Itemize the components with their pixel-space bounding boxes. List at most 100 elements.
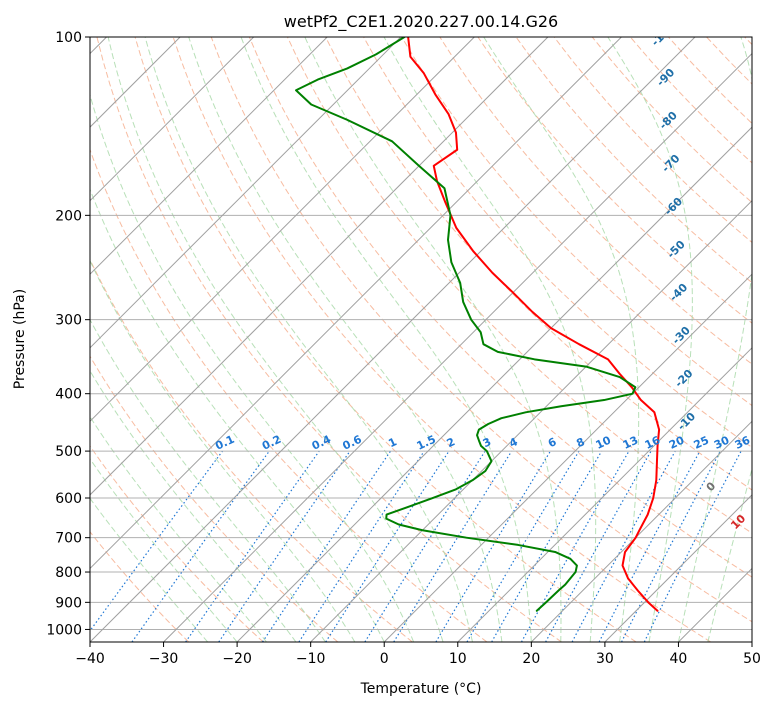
dry-adiabat-line <box>90 355 339 642</box>
mixing-ratio-label: 2 <box>445 435 457 450</box>
moist-adiabat-line <box>90 458 238 642</box>
mixing-ratio-label: 0.2 <box>260 433 283 453</box>
mixing-ratio-line <box>545 450 652 642</box>
moist-adiabat-line <box>483 37 640 642</box>
x-axis-label: Temperature (°C) <box>360 681 482 697</box>
dry-adiabats <box>90 37 752 642</box>
y-tick-label: 900 <box>55 595 82 611</box>
isotherm-line <box>457 347 752 642</box>
mixing-ratio-line <box>571 450 676 642</box>
isotherm-gridlines <box>90 37 752 642</box>
y-tick-label: 600 <box>55 491 82 507</box>
x-tick-label: 0 <box>380 651 389 667</box>
isotherm-line <box>90 37 255 202</box>
mixing-ratio-label: 1 <box>386 435 398 450</box>
moist-lapse-label: -50 <box>665 238 688 261</box>
moist-adiabat-line <box>240 37 532 642</box>
mixing-ratio-line <box>218 450 351 642</box>
mixing-ratio-label: 20 <box>667 433 687 451</box>
dry-adiabat-line <box>401 37 752 407</box>
dry-adiabat-line <box>706 37 752 85</box>
y-tick-label: 200 <box>55 208 82 224</box>
mixing-ratio-label: 16 <box>643 433 663 451</box>
dry-adiabat-line <box>439 37 752 365</box>
dry-adiabat-line <box>90 531 190 642</box>
moist-lapse-label: -20 <box>672 367 695 390</box>
x-tick-label: 30 <box>596 651 614 667</box>
isotherm-line <box>310 199 752 642</box>
x-tick-label: 20 <box>522 651 540 667</box>
dewpoint-series-line <box>295 37 637 612</box>
mixing-ratio-line <box>185 450 320 642</box>
y-axis-ticks: 100 200 300 400 500 600 700 800 900 1000 <box>46 30 90 638</box>
moist-lapse-label: -70 <box>659 152 682 175</box>
mixing-ratio-label: 30 <box>712 433 732 451</box>
moist-adiabat-line <box>90 415 267 642</box>
moist-adiabat-line <box>304 37 562 642</box>
mixing-ratio-label: 1.5 <box>415 433 438 453</box>
isotherm-line <box>530 420 752 642</box>
mixing-ratio-label: 8 <box>574 435 586 450</box>
dry-adiabat-line <box>96 37 562 642</box>
isotherm-line <box>90 37 696 642</box>
x-tick-label: 40 <box>670 651 688 667</box>
moist-lapse-label: -100 <box>649 20 678 49</box>
mixing-ratio-label: 4 <box>507 435 520 450</box>
mixing-ratio-line <box>131 450 270 642</box>
mixing-ratio-line <box>262 450 392 642</box>
profile-series <box>295 37 661 612</box>
moist-adiabat-line <box>107 37 444 642</box>
moist-lapse-label: -10 <box>675 410 698 433</box>
mixing-ratio-line <box>393 450 513 642</box>
mixing-ratio-line <box>435 450 552 642</box>
x-axis-ticks: −40 −30 −20 −10 0 10 20 30 40 50 <box>75 642 761 667</box>
mixing-ratio-label: 0.4 <box>310 433 333 453</box>
dry-adiabat-line <box>210 37 752 623</box>
moist-lapse-label: -40 <box>667 281 690 304</box>
y-axis-label: Pressure (hPa) <box>12 289 28 389</box>
dry-adiabat-line <box>90 148 488 642</box>
isotherm-line <box>751 641 752 642</box>
moist-adiabat-line <box>90 369 297 642</box>
moist-adiabat-line <box>144 37 473 642</box>
mixing-ratio-label: 10 <box>594 433 614 451</box>
dry-adiabat-line <box>629 37 752 164</box>
mixing-ratio-label: 0.6 <box>341 433 364 453</box>
mixing-ratio-line <box>90 450 224 632</box>
moist-lapse-label: -60 <box>662 195 685 218</box>
plot-area: 0.1 0.2 0.4 0.6 1 1.5 2 3 4 6 8 10 13 16 20 25 30 36-100-… <box>90 20 775 642</box>
y-tick-label: 500 <box>55 444 82 460</box>
y-tick-label: 300 <box>55 313 82 329</box>
isotherm-line <box>678 567 752 642</box>
moist-adiabat-line <box>383 37 597 642</box>
x-tick-label: −20 <box>222 651 252 667</box>
moist-adiabat-line <box>607 37 693 642</box>
dry-adiabat-line <box>744 37 752 46</box>
moist-adiabats <box>90 37 752 642</box>
x-tick-label: −10 <box>296 651 326 667</box>
chart-title: wetPf2_C2E1.2020.227.00.14.G26 <box>284 12 558 32</box>
mixing-ratio-label: 13 <box>621 434 640 452</box>
dry-adiabat-line <box>134 37 637 642</box>
dry-adiabat-line <box>90 258 413 642</box>
moist-lapse-label: 0 <box>704 479 719 494</box>
isotherm-line <box>90 37 475 423</box>
isotherm-line <box>90 37 622 570</box>
isotherm-line <box>90 37 549 496</box>
mixing-ratio-line <box>643 450 742 642</box>
isotherm-line <box>163 52 752 642</box>
isotherm-line <box>90 37 328 275</box>
moist-adiabat-line <box>90 497 209 642</box>
mixing-ratio-label: 0.1 <box>213 433 236 453</box>
isotherm-line <box>604 494 752 642</box>
x-tick-label: 10 <box>449 651 467 667</box>
y-tick-label: 700 <box>55 531 82 547</box>
plot-frame <box>89 36 753 643</box>
moist-adiabat-line <box>90 259 356 642</box>
mixing-ratio-line <box>298 450 425 642</box>
y-tick-label: 100 <box>55 30 82 46</box>
dry-adiabat-line <box>90 445 264 642</box>
x-tick-label: −40 <box>75 651 105 667</box>
moist-lapse-label: 20 <box>760 543 775 563</box>
mixing-ratio-label: 25 <box>692 434 711 452</box>
